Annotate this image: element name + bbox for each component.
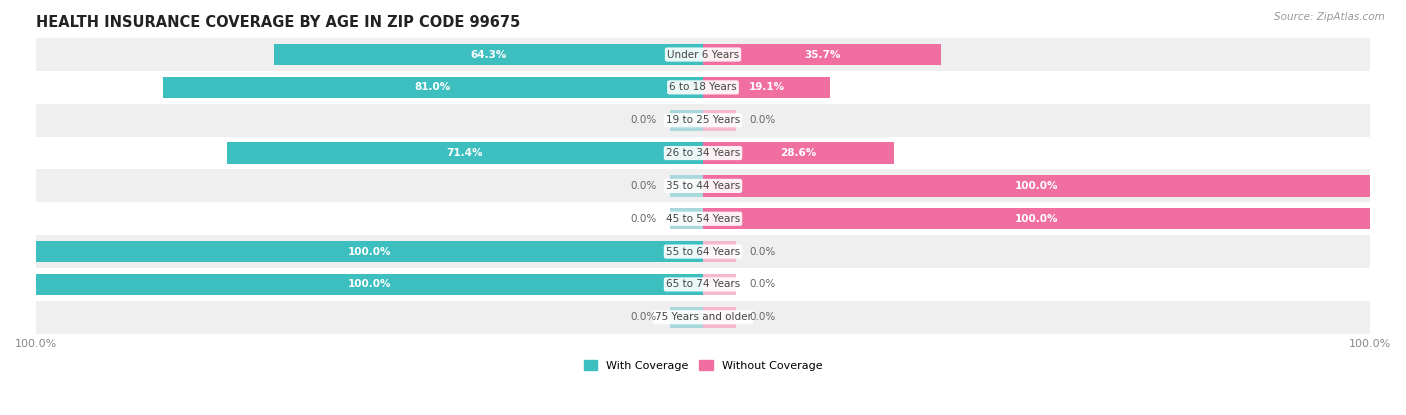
Bar xyxy=(226,142,703,164)
Bar xyxy=(37,235,1369,268)
Text: 26 to 34 Years: 26 to 34 Years xyxy=(666,148,740,158)
Bar xyxy=(703,110,737,131)
Text: Under 6 Years: Under 6 Years xyxy=(666,49,740,59)
Text: 0.0%: 0.0% xyxy=(749,247,776,256)
Bar xyxy=(703,44,941,65)
Text: 100.0%: 100.0% xyxy=(347,279,391,289)
Legend: With Coverage, Without Coverage: With Coverage, Without Coverage xyxy=(579,356,827,376)
Bar xyxy=(703,77,831,98)
Text: 100.0%: 100.0% xyxy=(1015,214,1059,224)
Bar xyxy=(163,77,703,98)
Text: 19.1%: 19.1% xyxy=(748,82,785,93)
Text: 35 to 44 Years: 35 to 44 Years xyxy=(666,181,740,191)
Bar xyxy=(37,38,1369,71)
Bar xyxy=(37,274,703,295)
Text: 64.3%: 64.3% xyxy=(471,49,506,59)
Text: 28.6%: 28.6% xyxy=(780,148,817,158)
Text: 0.0%: 0.0% xyxy=(630,214,657,224)
Bar xyxy=(37,169,1369,203)
Text: 0.0%: 0.0% xyxy=(630,115,657,125)
Bar xyxy=(37,137,1369,169)
Bar xyxy=(669,307,703,328)
Text: 0.0%: 0.0% xyxy=(630,181,657,191)
Bar xyxy=(37,268,1369,301)
Text: 81.0%: 81.0% xyxy=(415,82,451,93)
Text: 19 to 25 Years: 19 to 25 Years xyxy=(666,115,740,125)
Bar xyxy=(703,241,737,262)
Text: 71.4%: 71.4% xyxy=(447,148,484,158)
Text: 35.7%: 35.7% xyxy=(804,49,841,59)
Text: 100.0%: 100.0% xyxy=(347,247,391,256)
Text: 0.0%: 0.0% xyxy=(749,312,776,322)
Bar xyxy=(274,44,703,65)
Text: 55 to 64 Years: 55 to 64 Years xyxy=(666,247,740,256)
Bar xyxy=(669,110,703,131)
Text: 100.0%: 100.0% xyxy=(1015,181,1059,191)
Bar xyxy=(703,274,737,295)
Bar xyxy=(703,307,737,328)
Text: 45 to 54 Years: 45 to 54 Years xyxy=(666,214,740,224)
Text: Source: ZipAtlas.com: Source: ZipAtlas.com xyxy=(1274,12,1385,22)
Bar xyxy=(703,142,894,164)
Bar xyxy=(37,241,703,262)
Bar xyxy=(37,104,1369,137)
Text: 75 Years and older: 75 Years and older xyxy=(655,312,751,322)
Text: 0.0%: 0.0% xyxy=(630,312,657,322)
Text: 0.0%: 0.0% xyxy=(749,115,776,125)
Bar xyxy=(37,301,1369,334)
Bar xyxy=(703,208,1369,229)
Text: 65 to 74 Years: 65 to 74 Years xyxy=(666,279,740,289)
Bar xyxy=(703,175,1369,197)
Bar xyxy=(669,208,703,229)
Bar xyxy=(37,203,1369,235)
Bar xyxy=(37,71,1369,104)
Text: HEALTH INSURANCE COVERAGE BY AGE IN ZIP CODE 99675: HEALTH INSURANCE COVERAGE BY AGE IN ZIP … xyxy=(37,15,520,30)
Text: 0.0%: 0.0% xyxy=(749,279,776,289)
Bar xyxy=(669,175,703,197)
Text: 6 to 18 Years: 6 to 18 Years xyxy=(669,82,737,93)
